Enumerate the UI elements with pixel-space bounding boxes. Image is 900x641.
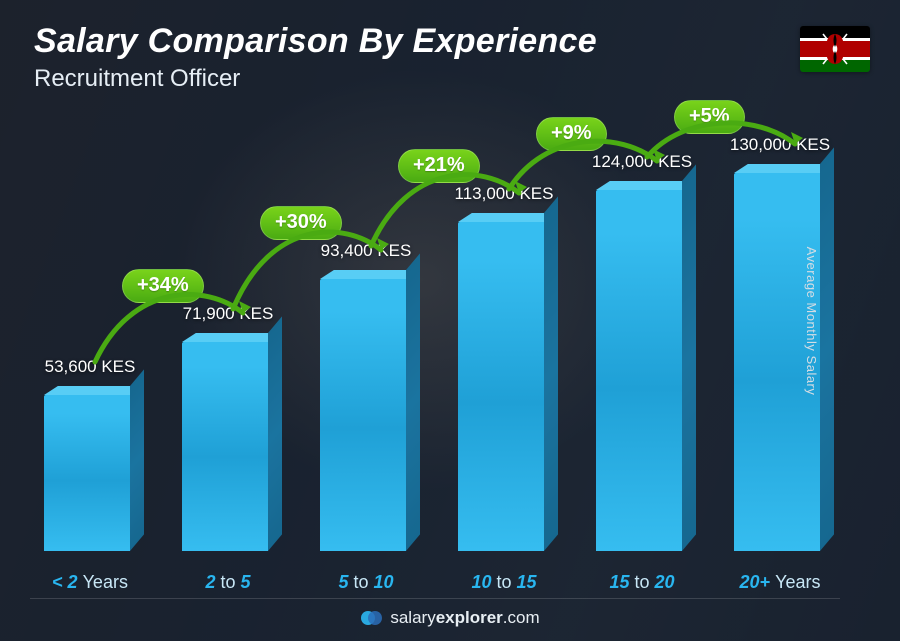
bar-side	[682, 164, 696, 551]
bar-value-label: 53,600 KES	[45, 357, 136, 377]
brand-text: salaryexplorer.com	[390, 608, 539, 628]
bar-side	[268, 316, 282, 551]
bar-slot: 130,000 KES	[720, 130, 840, 551]
bar-value-label: 71,900 KES	[183, 304, 274, 324]
bar	[596, 190, 682, 551]
delta-pill: +34%	[122, 269, 204, 303]
footer-brand: salaryexplorer.com	[0, 607, 900, 629]
bar-cap	[182, 333, 282, 342]
bar-side	[406, 253, 420, 551]
delta-pill: +5%	[674, 100, 745, 134]
bar-front	[320, 279, 406, 551]
bar-value-label: 124,000 KES	[592, 152, 692, 172]
bar-front	[458, 222, 544, 551]
delta-pill: +30%	[260, 206, 342, 240]
x-axis-labels: < 2 Years 2 to 5 5 to 10 10 to 15 15 to 20 20…	[30, 572, 840, 593]
x-axis-label: < 2 Years	[30, 572, 150, 593]
x-axis-label: 5 to 10	[306, 572, 426, 593]
bar-side	[130, 369, 144, 551]
bar	[458, 222, 544, 551]
bar-cap	[596, 181, 696, 190]
brand-logo-icon	[360, 607, 382, 629]
bars-container: 53,600 KES 71,900 KES 93,400 KES 113,000…	[30, 130, 840, 551]
delta-pill: +9%	[536, 117, 607, 151]
country-flag-kenya	[800, 26, 870, 72]
bar	[182, 342, 268, 551]
chart-title: Salary Comparison By Experience	[34, 22, 597, 61]
chart-header: Salary Comparison By Experience Recruitm…	[34, 22, 597, 93]
chart-subtitle: Recruitment Officer	[34, 65, 597, 93]
bar-slot: 71,900 KES	[168, 130, 288, 551]
bar-slot: 93,400 KES	[306, 130, 426, 551]
bar	[320, 279, 406, 551]
bar-cap	[320, 270, 420, 279]
bar-front	[182, 342, 268, 551]
bar-cap	[734, 164, 834, 173]
bar-chart: 53,600 KES 71,900 KES 93,400 KES 113,000…	[30, 130, 840, 551]
bar-cap	[458, 213, 558, 222]
x-axis-label: 15 to 20	[582, 572, 702, 593]
x-axis-label: 2 to 5	[168, 572, 288, 593]
bar-slot: 113,000 KES	[444, 130, 564, 551]
footer-divider	[30, 598, 840, 599]
bar-slot: 53,600 KES	[30, 130, 150, 551]
bar-side	[544, 196, 558, 551]
bar-slot: 124,000 KES	[582, 130, 702, 551]
bar-side	[820, 147, 834, 551]
bar-value-label: 93,400 KES	[321, 241, 412, 261]
x-axis-label: 10 to 15	[444, 572, 564, 593]
bar-front	[596, 190, 682, 551]
y-axis-title: Average Monthly Salary	[804, 246, 819, 395]
bar-cap	[44, 386, 144, 395]
bar-value-label: 130,000 KES	[730, 135, 830, 155]
delta-pill: +21%	[398, 149, 480, 183]
x-axis-label: 20+ Years	[720, 572, 840, 593]
bar-value-label: 113,000 KES	[455, 184, 554, 204]
bar-front	[44, 395, 130, 551]
bar	[44, 395, 130, 551]
